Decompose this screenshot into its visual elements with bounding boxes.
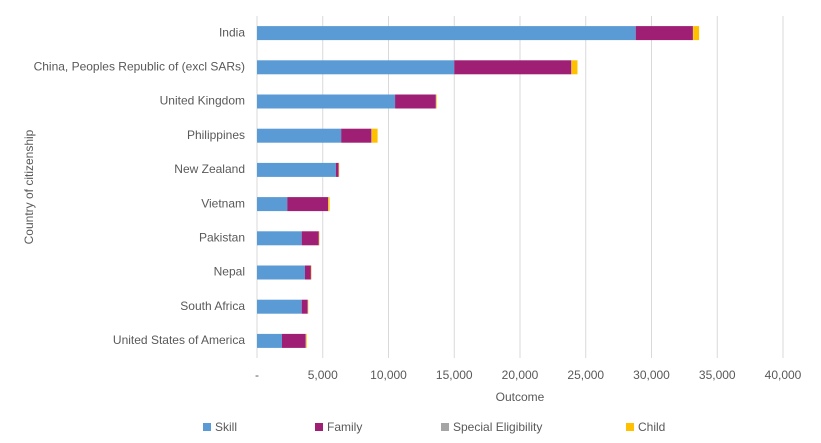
bar-segment xyxy=(257,128,342,143)
bar-segment xyxy=(304,265,311,280)
bar-segment xyxy=(395,94,436,109)
x-tick-label: 35,000 xyxy=(699,368,736,382)
bar-segment xyxy=(257,299,302,314)
bar-segment xyxy=(693,26,700,41)
bar-segment xyxy=(305,333,307,348)
y-tick-label: Nepal xyxy=(214,265,245,279)
bar-segment xyxy=(287,197,329,212)
legend-swatch xyxy=(203,423,211,431)
x-tick-label: 15,000 xyxy=(436,368,473,382)
y-tick-label: Vietnam xyxy=(201,196,245,210)
x-tick-label: 10,000 xyxy=(370,368,407,382)
bar-segment xyxy=(257,94,396,109)
bar-segment xyxy=(635,26,693,41)
bar-segment xyxy=(257,333,282,348)
x-tick-label: 25,000 xyxy=(567,368,604,382)
x-tick-label: - xyxy=(255,368,259,382)
bar-segment xyxy=(301,299,308,314)
bar-segment xyxy=(454,60,572,75)
y-axis-label: Country of citizenship xyxy=(22,129,36,244)
y-tick-label: South Africa xyxy=(180,299,245,313)
legend-label: Skill xyxy=(215,420,237,434)
y-tick-label: United States of America xyxy=(113,333,245,347)
bar-segment xyxy=(301,231,319,246)
bar-segment xyxy=(257,26,636,41)
bar-segment xyxy=(335,162,339,177)
bar-segment xyxy=(328,197,330,212)
x-tick-label: 30,000 xyxy=(633,368,670,382)
x-tick-label: 20,000 xyxy=(502,368,539,382)
legend-swatch xyxy=(441,423,449,431)
bar-segment xyxy=(257,60,455,75)
legend-label: Special Eligibility xyxy=(453,420,542,434)
legend-label: Child xyxy=(638,420,665,434)
bar-segment xyxy=(341,128,372,143)
y-tick-label: China, Peoples Republic of (excl SARs) xyxy=(34,59,245,73)
bar-segment xyxy=(371,128,378,143)
x-tick-label: 5,000 xyxy=(308,368,338,382)
y-tick-label: United Kingdom xyxy=(160,94,245,108)
bar-segment xyxy=(257,197,288,212)
bar-segment xyxy=(571,60,578,75)
x-tick-label: 40,000 xyxy=(765,368,802,382)
y-tick-label: Pakistan xyxy=(199,230,245,244)
bar-segment xyxy=(257,231,302,246)
bar-segment xyxy=(257,162,336,177)
bar-segment xyxy=(281,333,306,348)
x-axis-label: Outcome xyxy=(496,390,545,404)
legend-swatch xyxy=(626,423,634,431)
bar-segment xyxy=(436,94,437,109)
y-tick-label: Philippines xyxy=(187,128,245,142)
legend-swatch xyxy=(315,423,323,431)
y-tick-label: India xyxy=(219,25,245,39)
legend-label: Family xyxy=(327,420,362,434)
y-tick-label: New Zealand xyxy=(174,162,245,176)
bar-segment xyxy=(257,265,305,280)
